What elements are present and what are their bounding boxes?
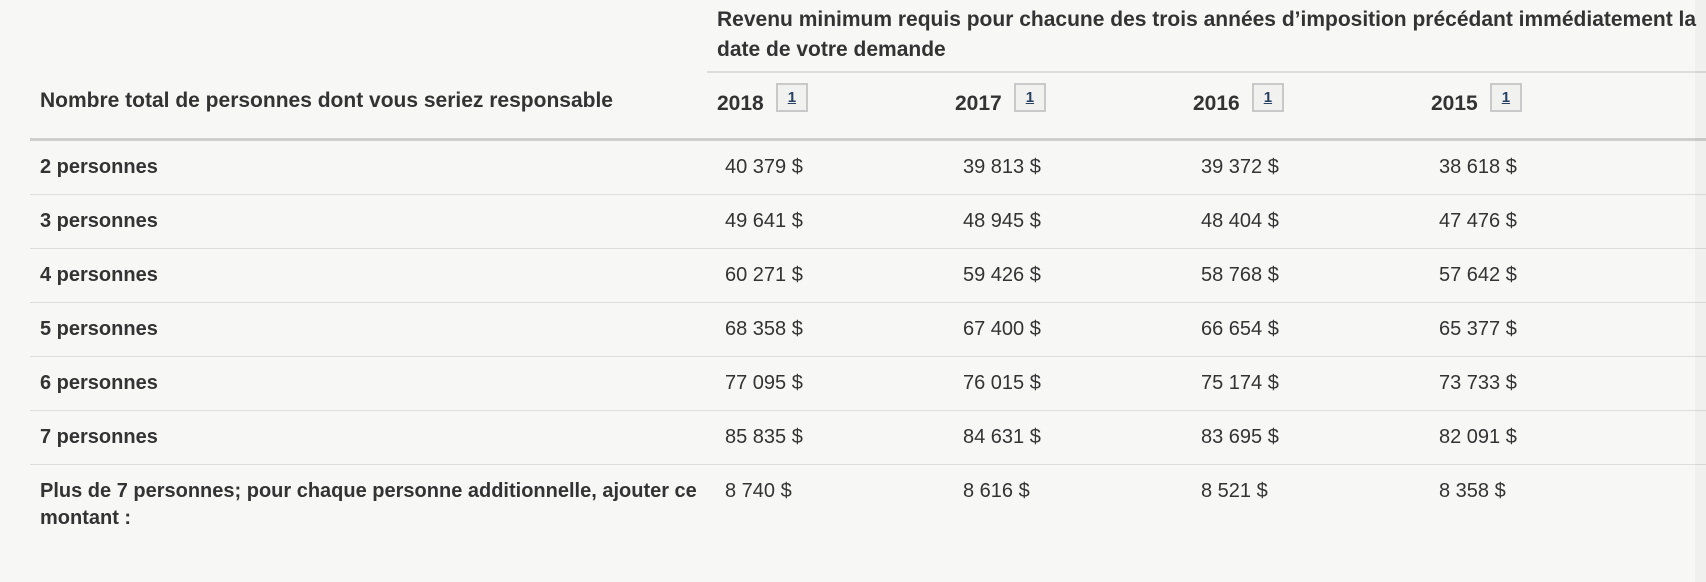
value-cell: 73 733 $: [1421, 356, 1706, 411]
value-cell: 85 835 $: [707, 410, 945, 465]
value-cell: 58 768 $: [1183, 248, 1421, 303]
year-label: 2017: [955, 92, 1002, 115]
row-label: 5 personnes: [30, 302, 707, 357]
table-row: 2 personnes 40 379 $ 39 813 $ 39 372 $ 3…: [30, 139, 1706, 195]
value-cell: 59 426 $: [945, 248, 1183, 303]
header-row-years: 2018 1 2017 1 2016 1 2015 1: [30, 72, 1706, 141]
footnote-marker-wrap: 1: [775, 83, 809, 112]
value-cell: 38 618 $: [1421, 139, 1706, 195]
table-row: 6 personnes 77 095 $ 76 015 $ 75 174 $ 7…: [30, 356, 1706, 411]
footnote-marker-wrap: 1: [1013, 83, 1047, 112]
table-row: 5 personnes 68 358 $ 67 400 $ 66 654 $ 6…: [30, 302, 1706, 357]
value-cell: 48 404 $: [1183, 194, 1421, 249]
value-cell: 67 400 $: [945, 302, 1183, 357]
year-column-header-2018: 2018 1: [707, 72, 945, 141]
footnote-marker-wrap: 1: [1489, 83, 1523, 112]
value-cell: 77 095 $: [707, 356, 945, 411]
table-row: 3 personnes 49 641 $ 48 945 $ 48 404 $ 4…: [30, 194, 1706, 249]
table-row: 4 personnes 60 271 $ 59 426 $ 58 768 $ 5…: [30, 248, 1706, 303]
row-label: 2 personnes: [30, 139, 707, 195]
footnote-marker-wrap: 1: [1251, 83, 1285, 112]
row-label: 7 personnes: [30, 410, 707, 465]
footnote-1-link[interactable]: 1: [1013, 83, 1047, 112]
year-column-header-2016: 2016 1: [1183, 72, 1421, 141]
scrollbar-track[interactable]: [1695, 0, 1706, 582]
year-column-header-2015: 2015 1: [1421, 72, 1706, 141]
value-cell: 83 695 $: [1183, 410, 1421, 465]
table-row: 7 personnes 85 835 $ 84 631 $ 83 695 $ 8…: [30, 410, 1706, 465]
year-column-header-2017: 2017 1: [945, 72, 1183, 141]
value-cell: 82 091 $: [1421, 410, 1706, 465]
row-label: 4 personnes: [30, 248, 707, 303]
value-cell: 39 372 $: [1183, 139, 1421, 195]
footnote-1-link[interactable]: 1: [775, 83, 809, 112]
value-cell: 66 654 $: [1183, 302, 1421, 357]
year-label: 2016: [1193, 92, 1240, 115]
row-label: Plus de 7 personnes; pour chaque personn…: [30, 464, 707, 545]
row-header-title: Nombre total de personnes dont vous seri…: [30, 0, 707, 141]
value-cell: 40 379 $: [707, 139, 945, 195]
table-row: Plus de 7 personnes; pour chaque personn…: [30, 464, 1706, 545]
value-cell: 8 740 $: [707, 464, 945, 545]
footnote-1-link[interactable]: 1: [1489, 83, 1523, 112]
value-cell: 48 945 $: [945, 194, 1183, 249]
value-cell: 49 641 $: [707, 194, 945, 249]
page: Nombre total de personnes dont vous seri…: [30, 0, 1706, 545]
value-cell: 47 476 $: [1421, 194, 1706, 249]
value-cell: 57 642 $: [1421, 248, 1706, 303]
row-label: 3 personnes: [30, 194, 707, 249]
value-cell: 60 271 $: [707, 248, 945, 303]
value-cell: 68 358 $: [707, 302, 945, 357]
row-label: 6 personnes: [30, 356, 707, 411]
header-row-title: Nombre total de personnes dont vous seri…: [30, 0, 1706, 141]
value-cell: 65 377 $: [1421, 302, 1706, 357]
value-cell: 75 174 $: [1183, 356, 1421, 411]
value-cell: 84 631 $: [945, 410, 1183, 465]
year-label: 2018: [717, 92, 764, 115]
value-cell: 8 358 $: [1421, 464, 1706, 545]
footnote-1-link[interactable]: 1: [1251, 83, 1285, 112]
year-label: 2015: [1431, 92, 1478, 115]
minimum-income-table: Nombre total de personnes dont vous seri…: [30, 0, 1706, 545]
value-cell: 8 521 $: [1183, 464, 1421, 545]
value-cell: 76 015 $: [945, 356, 1183, 411]
value-cell: 39 813 $: [945, 139, 1183, 195]
value-cell: 8 616 $: [945, 464, 1183, 545]
value-columns-title: Revenu minimum requis pour chacune des t…: [707, 0, 1706, 73]
